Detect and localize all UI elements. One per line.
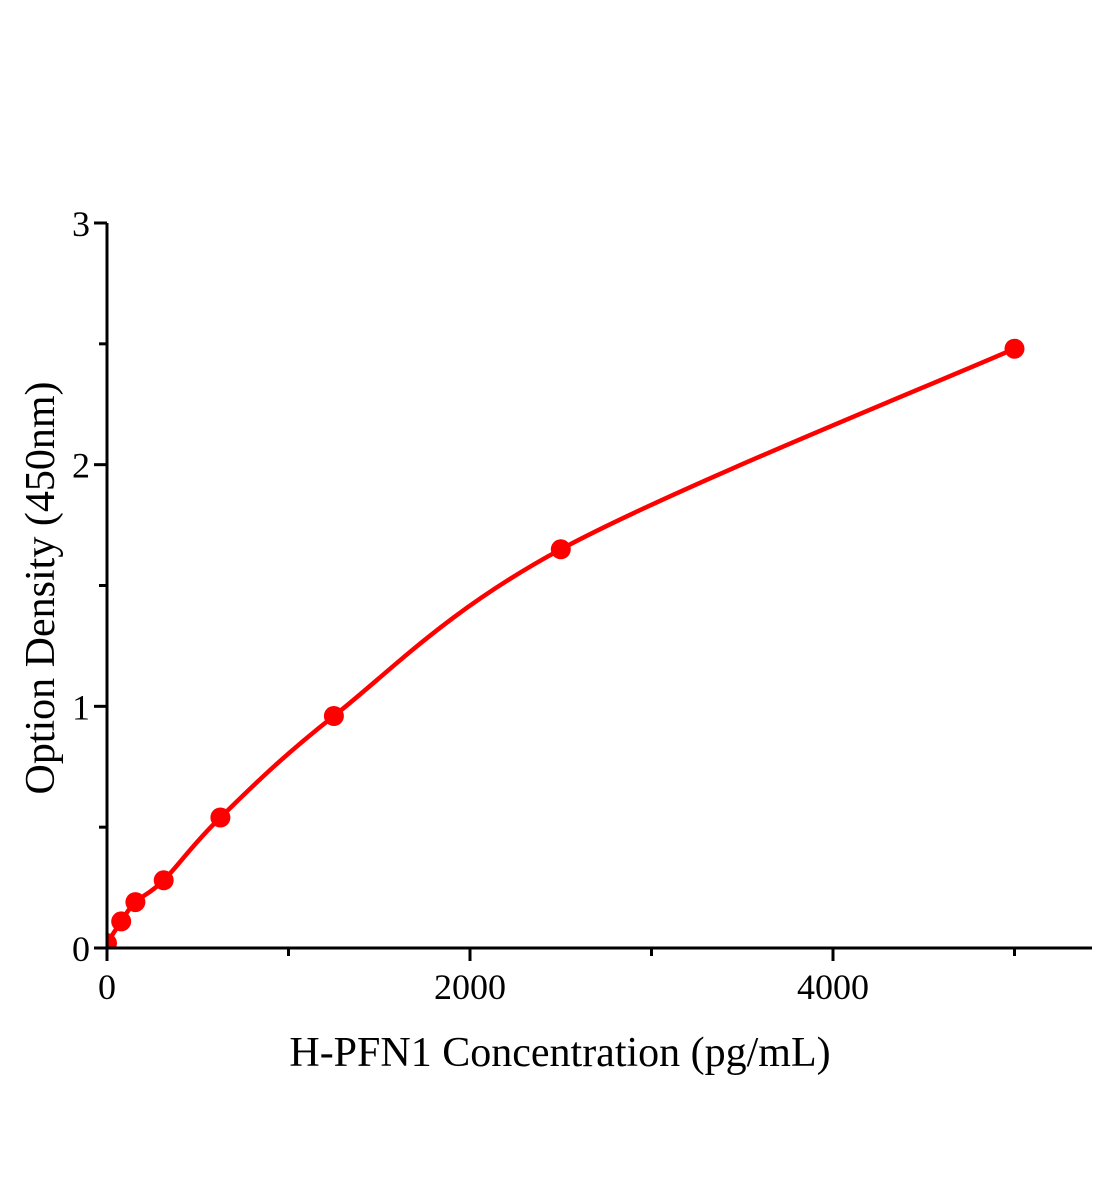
- data-point-78.125: [111, 911, 132, 932]
- series-layer: [108, 338, 1025, 947]
- data-point-312.5: [153, 870, 174, 891]
- x-tick-label-4000: 4000: [797, 967, 869, 1007]
- data-point-156.25: [125, 892, 146, 913]
- x-tick-label-2000: 2000: [434, 967, 506, 1007]
- data-point-625: [210, 807, 231, 828]
- x-tick-label-0: 0: [98, 967, 116, 1007]
- tick-label-layer: 0 2000 4000 0 1 2 3: [72, 204, 869, 1007]
- x-axis-title: H-PFN1 Concentration (pg/mL): [289, 1030, 830, 1076]
- data-point-1250: [323, 706, 344, 726]
- data-point-0: [108, 933, 117, 947]
- y-axis-title: Option Density (450nm): [18, 382, 64, 795]
- y-tick-label-1: 1: [72, 687, 90, 727]
- y-tick-label-2: 2: [72, 446, 90, 486]
- y-tick-label-0: 0: [72, 929, 90, 969]
- axes-layer: [94, 221, 1092, 961]
- fit-curve: [108, 346, 1017, 946]
- y-tick-label-3: 3: [72, 204, 90, 244]
- data-point-2500: [550, 539, 571, 560]
- data-point-5000: [1004, 338, 1025, 359]
